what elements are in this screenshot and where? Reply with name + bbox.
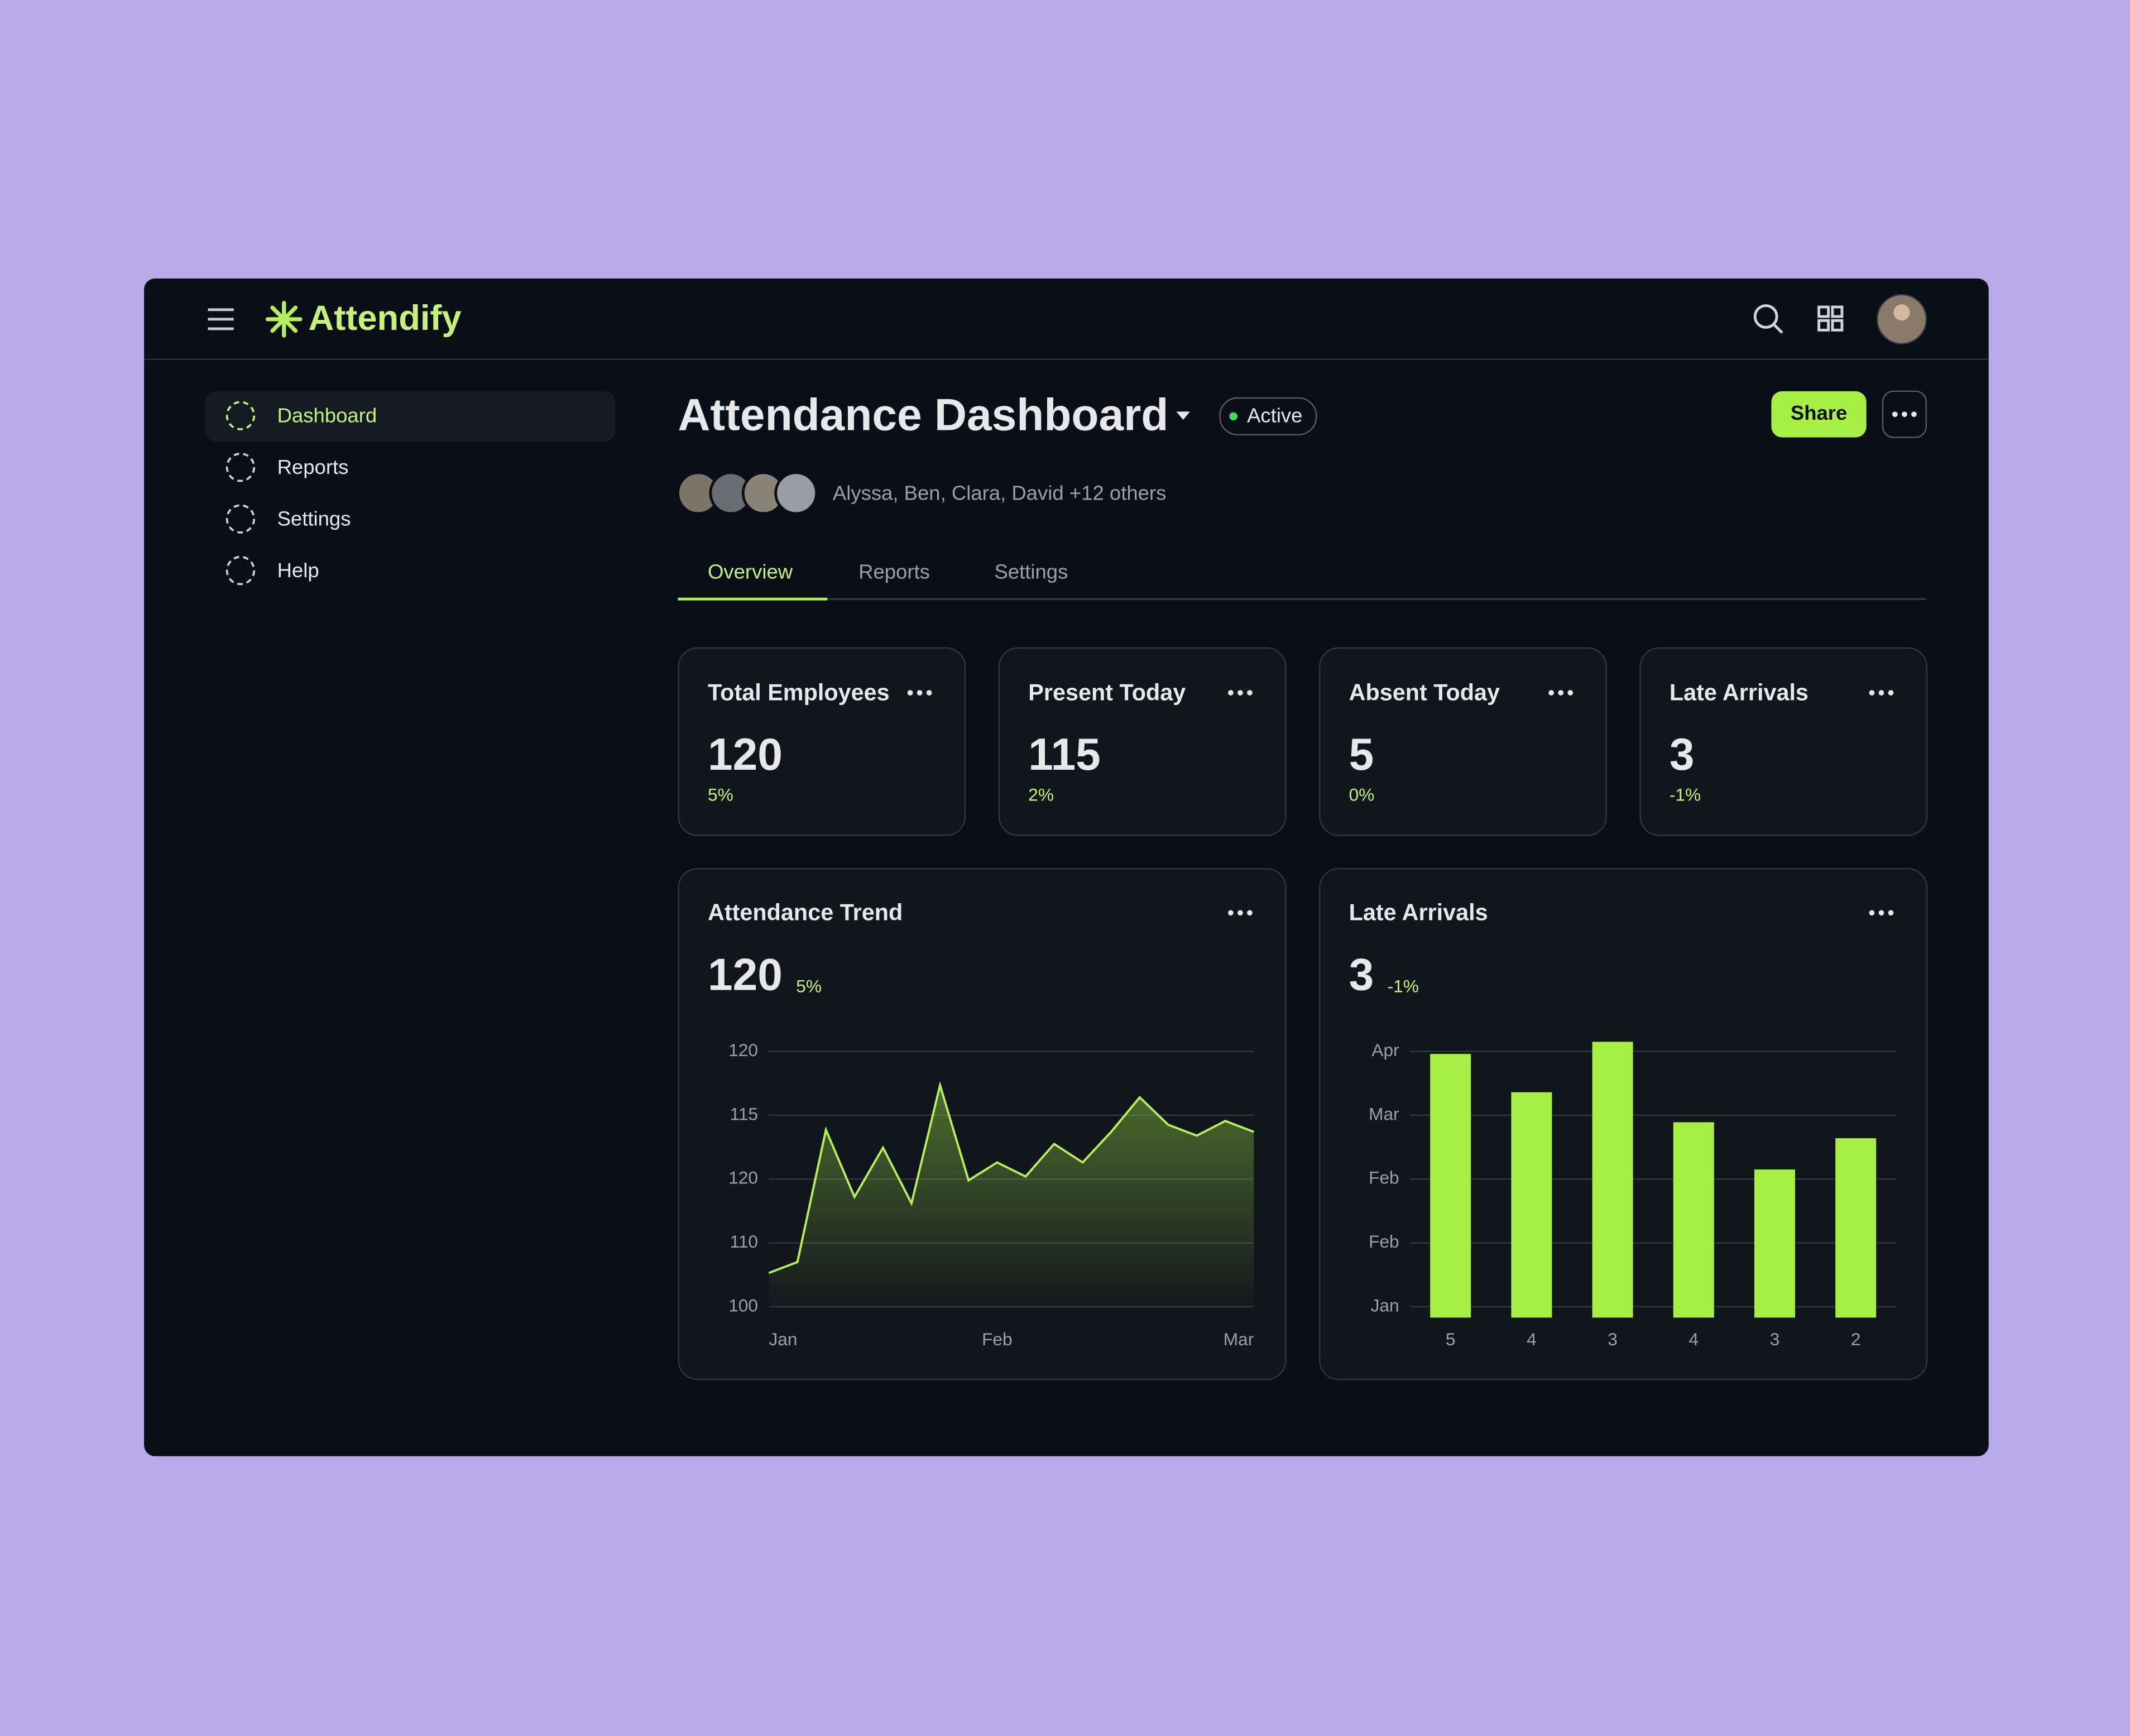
y-tick-label: Mar [1369, 1104, 1399, 1124]
chart-headline: 3 [1349, 949, 1374, 1000]
menu-dot [1237, 690, 1243, 696]
x-tick-label: Feb [982, 1329, 1013, 1349]
x-tick-label: 5 [1446, 1329, 1456, 1349]
status-dot [1229, 412, 1238, 421]
trend-area [769, 1085, 1254, 1307]
nav-active-bg [205, 391, 616, 442]
nav-item[interactable]: Reports [277, 455, 349, 478]
nav-item[interactable]: Help [277, 559, 319, 582]
share-label[interactable]: Share [1791, 401, 1847, 424]
bar [1430, 1054, 1471, 1318]
status-text: Active [1247, 404, 1302, 427]
nav-icon [226, 401, 256, 430]
bar [1835, 1138, 1877, 1318]
menu-dot [1567, 690, 1573, 696]
stat-title: Total Employees [708, 679, 890, 705]
chart-change: 5% [796, 976, 822, 996]
chart-title: Attendance Trend [708, 900, 903, 925]
y-tick-label: Jan [1371, 1295, 1399, 1315]
menu-dot [907, 690, 913, 696]
y-tick-label: 110 [730, 1231, 758, 1251]
nav-item[interactable]: Settings [277, 507, 351, 530]
more-button[interactable] [1882, 390, 1927, 438]
y-tick-label: Feb [1369, 1168, 1399, 1188]
stat-value: 3 [1670, 730, 1695, 780]
stat-value: 115 [1028, 730, 1101, 780]
menu-dot [1869, 910, 1875, 916]
logo-mark [265, 301, 303, 338]
y-tick-label: 120 [728, 1040, 758, 1060]
stat-card [998, 647, 1287, 836]
x-tick-label: 3 [1608, 1329, 1618, 1349]
nav-icon [226, 452, 256, 482]
member-avatars [677, 471, 818, 515]
menu-button[interactable] [208, 308, 234, 330]
page-title: Attendance Dashboard [678, 390, 1168, 440]
menu-dot [1869, 690, 1875, 696]
menu-dot [1247, 690, 1253, 696]
stat-card [678, 647, 966, 836]
menu-dot [1548, 690, 1555, 696]
title-dropdown[interactable] [1176, 411, 1190, 420]
status-pill [1219, 397, 1317, 435]
bar [1673, 1122, 1714, 1318]
menu-dot [1888, 690, 1894, 696]
menu-dot [1228, 690, 1234, 696]
menu-dot [1247, 910, 1253, 916]
more-dots [1892, 411, 1917, 418]
nav-icon [226, 555, 256, 586]
x-tick-label: 3 [1770, 1329, 1780, 1349]
y-tick-label: Apr [1371, 1040, 1399, 1060]
nav-icon [226, 504, 256, 534]
chart-change: -1% [1388, 976, 1419, 996]
trend-line [768, 1081, 1254, 1274]
stat-change: 5% [708, 784, 733, 804]
stat-change: 2% [1028, 784, 1054, 804]
members-text: Alyssa, Ben, Clara, David +12 others [833, 481, 1166, 504]
menu-dot [926, 690, 932, 696]
stat-card [1319, 647, 1607, 836]
menu-dot [1237, 910, 1243, 916]
stat-change: -1% [1670, 784, 1701, 804]
stat-value: 5 [1349, 730, 1374, 780]
y-tick-label: 100 [728, 1295, 758, 1315]
x-tick-label: 2 [1851, 1329, 1861, 1349]
menu-dot [1878, 910, 1884, 916]
nav-item[interactable]: Dashboard [277, 404, 377, 427]
x-tick-label: 4 [1689, 1329, 1699, 1349]
stat-card [1639, 647, 1928, 836]
stat-title: Absent Today [1349, 679, 1500, 705]
stat-title: Present Today [1028, 679, 1186, 705]
brand: Attendify [309, 299, 462, 338]
share-button[interactable] [1771, 391, 1867, 438]
menu-dot [1228, 910, 1234, 916]
y-tick-label: 120 [728, 1168, 758, 1188]
menu-dot [917, 690, 923, 696]
y-tick-label: 115 [730, 1104, 758, 1124]
bar [1592, 1042, 1633, 1318]
chart-headline: 120 [708, 949, 783, 1000]
stat-value: 120 [708, 730, 783, 780]
x-tick-label: Jan [769, 1329, 797, 1349]
x-tick-label: Mar [1224, 1329, 1254, 1349]
search-button[interactable] [1753, 304, 1783, 334]
y-tick-label: Feb [1369, 1231, 1399, 1251]
stat-change: 0% [1349, 784, 1375, 804]
menu-dot [1878, 690, 1884, 696]
stat-title: Late Arrivals [1670, 679, 1808, 705]
menu-dot [1558, 690, 1564, 696]
menu-dot [1888, 910, 1894, 916]
tab[interactable]: Reports [858, 560, 930, 583]
bar [1754, 1169, 1796, 1318]
tab[interactable]: Overview [708, 560, 793, 583]
user-avatar-face [1893, 304, 1910, 321]
tab[interactable]: Settings [994, 560, 1068, 583]
bar [1511, 1092, 1552, 1318]
apps-button[interactable] [1817, 305, 1844, 332]
chart-title: Late Arrivals [1349, 900, 1488, 925]
x-tick-label: 4 [1527, 1329, 1537, 1349]
